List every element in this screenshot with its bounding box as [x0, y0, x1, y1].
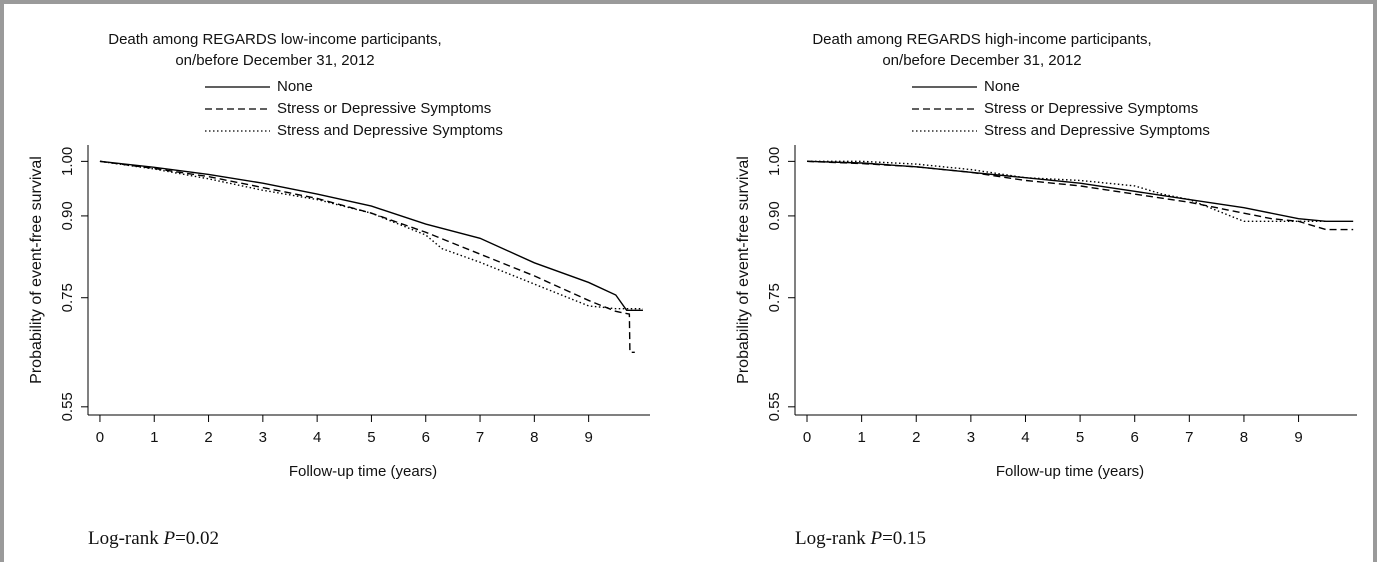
y-tick-label: 0.55 [59, 392, 76, 421]
x-tick-label: 3 [967, 429, 975, 446]
chart: Death among REGARDS low-income participa… [28, 31, 650, 549]
survival-curve [99, 160, 643, 310]
x-axis-label: Follow-up time (years) [289, 463, 437, 480]
y-tick-label: 1.00 [766, 147, 783, 176]
x-tick-label: 9 [1294, 429, 1302, 446]
annotation-part: P [162, 528, 175, 549]
annotation: Log-rank P=0.02 [88, 528, 219, 549]
x-tick-label: 8 [530, 429, 538, 446]
x-tick-label: 4 [1021, 429, 1029, 446]
y-axis-label: Probability of event-free survival [735, 156, 752, 384]
chart-title: Death among REGARDS low-income participa… [108, 31, 441, 48]
x-tick-label: 5 [367, 429, 375, 446]
legend-label: Stress and Depressive Symptoms [984, 122, 1210, 139]
annotation-part: =0.02 [175, 528, 219, 549]
legend-label: Stress and Depressive Symptoms [277, 122, 503, 139]
chart-subtitle: on/before December 31, 2012 [175, 52, 374, 69]
x-tick-label: 9 [584, 429, 592, 446]
legend-label: Stress or Depressive Symptoms [277, 100, 491, 117]
annotation-part: P [869, 528, 882, 549]
x-tick-label: 1 [857, 429, 865, 446]
annotation-part: Log-rank [88, 528, 163, 549]
chart-subtitle: on/before December 31, 2012 [882, 52, 1081, 69]
x-tick-label: 6 [422, 429, 430, 446]
x-tick-label: 7 [1185, 429, 1193, 446]
x-tick-label: 6 [1131, 429, 1139, 446]
y-axis-label: Probability of event-free survival [28, 156, 45, 384]
x-tick-label: 2 [204, 429, 212, 446]
y-tick-label: 0.75 [59, 283, 76, 312]
legend-label: Stress or Depressive Symptoms [984, 100, 1198, 117]
chart: Death among REGARDS high-income particip… [735, 31, 1357, 549]
survival-curve [807, 160, 1326, 223]
legend-label: None [277, 78, 313, 95]
x-tick-label: 3 [259, 429, 267, 446]
y-tick-label: 0.75 [766, 283, 783, 312]
x-tick-label: 7 [476, 429, 484, 446]
legend-label: None [984, 78, 1020, 95]
x-tick-label: 8 [1240, 429, 1248, 446]
x-tick-label: 4 [313, 429, 321, 446]
y-tick-label: 0.55 [766, 392, 783, 421]
x-tick-label: 5 [1076, 429, 1084, 446]
survival-curve [806, 160, 1354, 231]
x-tick-label: 1 [150, 429, 158, 446]
y-tick-label: 1.00 [59, 147, 76, 176]
survival-curve [99, 160, 635, 353]
x-tick-label: 2 [912, 429, 920, 446]
annotation-part: Log-rank [795, 528, 870, 549]
y-tick-label: 0.90 [59, 201, 76, 230]
chart-title: Death among REGARDS high-income particip… [812, 31, 1151, 48]
x-axis-label: Follow-up time (years) [996, 463, 1144, 480]
x-tick-label: 0 [803, 429, 811, 446]
x-tick-label: 0 [96, 429, 104, 446]
y-tick-label: 0.90 [766, 201, 783, 230]
annotation-part: =0.15 [882, 528, 926, 549]
annotation: Log-rank P=0.15 [795, 528, 926, 549]
survival-curve [806, 160, 1354, 223]
survival-curve [99, 160, 643, 311]
